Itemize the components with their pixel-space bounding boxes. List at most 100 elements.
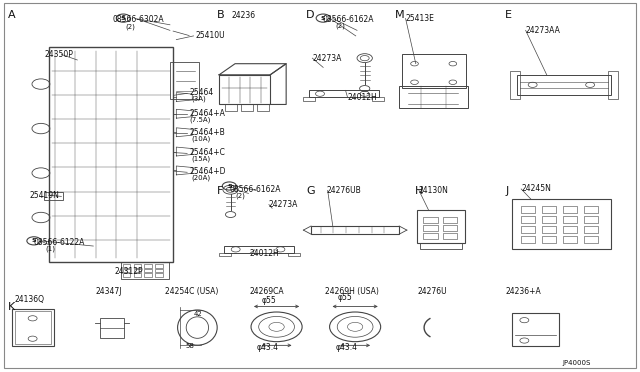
Bar	[257, 105, 269, 111]
Bar	[510, 71, 520, 99]
Bar	[145, 269, 152, 272]
Text: 25413E: 25413E	[406, 14, 435, 23]
Bar	[170, 62, 198, 99]
Bar	[134, 269, 141, 272]
Bar	[372, 97, 384, 101]
Bar	[563, 216, 577, 224]
Bar	[225, 105, 237, 111]
Text: M: M	[396, 10, 405, 20]
Text: A: A	[8, 10, 16, 20]
Text: 25410U: 25410U	[195, 31, 225, 41]
Bar	[100, 318, 124, 338]
Text: 25419N: 25419N	[29, 191, 60, 200]
Text: 24276U: 24276U	[417, 287, 447, 296]
Text: (7.5A): (7.5A)	[189, 117, 211, 123]
Text: 25464+D: 25464+D	[189, 167, 225, 176]
Text: 24273A: 24273A	[269, 200, 298, 209]
Text: 24254C (USA): 24254C (USA)	[166, 287, 219, 296]
Text: K: K	[8, 302, 15, 312]
Bar	[584, 216, 598, 224]
Bar	[156, 264, 163, 267]
Text: 24136Q: 24136Q	[15, 295, 45, 304]
Bar	[511, 313, 559, 346]
Text: 24273AA: 24273AA	[525, 26, 561, 35]
Bar	[521, 216, 535, 224]
Text: 25464+C: 25464+C	[189, 148, 225, 157]
Bar	[402, 54, 466, 88]
Bar	[542, 216, 556, 224]
Text: φ43.4: φ43.4	[256, 343, 278, 352]
Bar	[123, 273, 131, 277]
Bar	[134, 264, 141, 267]
Text: 24130N: 24130N	[419, 186, 449, 195]
Bar	[424, 217, 438, 223]
Bar	[145, 273, 152, 277]
Bar	[288, 253, 300, 256]
Bar	[241, 105, 253, 111]
Bar	[563, 236, 577, 243]
Text: S: S	[227, 183, 232, 189]
Bar	[123, 264, 131, 267]
Text: (3A): (3A)	[191, 96, 205, 102]
Text: 25464+B: 25464+B	[189, 128, 225, 137]
Text: 08566-6162A: 08566-6162A	[323, 15, 374, 24]
Bar	[521, 236, 535, 243]
Bar	[420, 243, 462, 249]
Text: B: B	[216, 10, 224, 20]
Bar	[311, 226, 399, 234]
Bar	[44, 192, 63, 200]
Bar	[134, 273, 141, 277]
Text: (2): (2)	[335, 23, 345, 29]
Text: 24273A: 24273A	[312, 54, 342, 62]
Bar	[443, 225, 457, 231]
Bar	[584, 226, 598, 234]
Text: J: J	[505, 186, 508, 196]
Text: 25464: 25464	[189, 88, 213, 97]
Bar	[156, 269, 163, 272]
Bar	[399, 86, 467, 108]
Bar	[443, 233, 457, 239]
Text: (15A): (15A)	[191, 156, 210, 162]
Text: F: F	[216, 186, 223, 196]
Bar	[219, 253, 230, 256]
Bar	[584, 236, 598, 243]
Bar	[511, 199, 611, 249]
Bar	[542, 236, 556, 243]
Text: (20A): (20A)	[191, 174, 210, 181]
Text: 08566-6122A: 08566-6122A	[34, 238, 85, 247]
Text: φ55: φ55	[338, 293, 353, 302]
Bar	[417, 210, 465, 243]
Text: 24012H: 24012H	[348, 93, 377, 102]
Bar	[584, 206, 598, 214]
Text: 58: 58	[185, 343, 194, 349]
Text: 42: 42	[193, 311, 202, 317]
Bar	[563, 226, 577, 234]
Bar	[156, 273, 163, 277]
Text: JP4000S: JP4000S	[563, 360, 591, 366]
Text: 25464+A: 25464+A	[189, 109, 225, 118]
Text: S: S	[31, 238, 36, 243]
Text: G: G	[306, 186, 315, 196]
Bar	[563, 206, 577, 214]
Text: 24012H: 24012H	[250, 249, 280, 258]
Bar	[516, 75, 611, 95]
Bar	[308, 90, 379, 97]
Bar	[303, 97, 315, 101]
Bar	[521, 226, 535, 234]
Text: H: H	[415, 186, 423, 196]
Bar	[145, 264, 152, 267]
Bar	[443, 217, 457, 223]
Text: (10A): (10A)	[191, 135, 211, 142]
Text: 24236+A: 24236+A	[505, 287, 541, 296]
Bar	[521, 206, 535, 214]
Text: 24245N: 24245N	[521, 185, 551, 193]
Bar	[542, 226, 556, 234]
Bar	[219, 75, 270, 105]
Text: (1): (1)	[45, 246, 56, 252]
Bar	[224, 246, 294, 253]
Text: 24347J: 24347J	[95, 287, 122, 296]
Text: φ55: φ55	[261, 296, 276, 305]
Text: S: S	[121, 16, 125, 20]
Bar	[542, 206, 556, 214]
Text: 24350P: 24350P	[44, 50, 73, 59]
